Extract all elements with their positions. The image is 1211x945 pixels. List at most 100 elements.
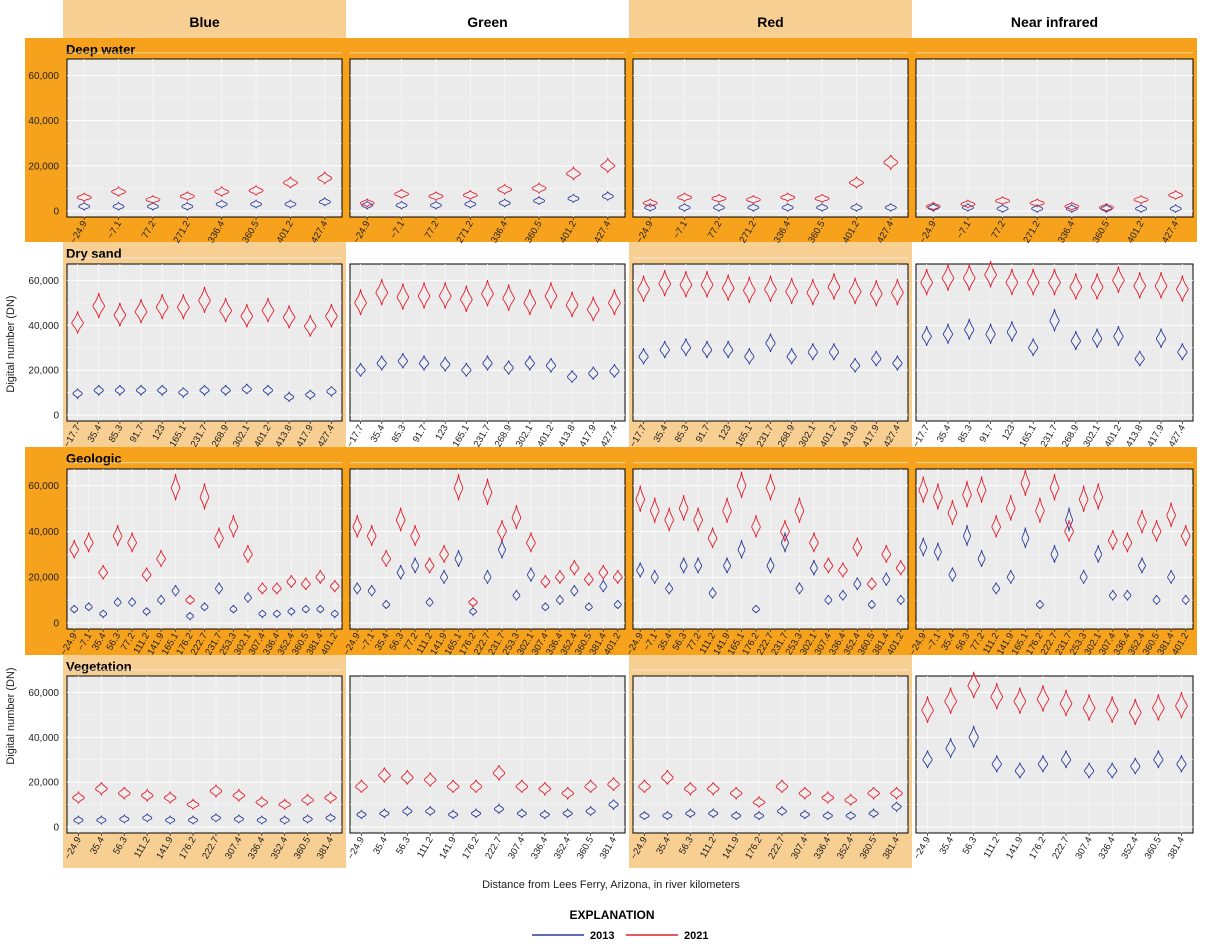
violin-2021 xyxy=(587,296,600,322)
violin-2021 xyxy=(920,268,933,296)
violin-2021 xyxy=(684,782,697,797)
violin-2021 xyxy=(1069,273,1083,300)
violin-2021 xyxy=(261,297,275,323)
violin-2021 xyxy=(848,277,862,305)
violin-2013 xyxy=(233,813,244,825)
violin-2013 xyxy=(448,808,459,820)
violin-2021 xyxy=(794,497,805,524)
violin-2021 xyxy=(891,278,904,306)
violin-2013 xyxy=(541,602,550,612)
panel-vegetation-near-infrared: −24.9 35.4 56.3 111.2 141.9 176.2 222.7 307.4 33… xyxy=(912,669,1194,861)
panel-background xyxy=(632,675,909,834)
violin-2013 xyxy=(650,569,659,584)
violin-2021 xyxy=(240,303,254,328)
violin-2021 xyxy=(1129,698,1142,726)
violin-2013 xyxy=(157,384,168,397)
violin-2013 xyxy=(112,201,125,212)
violin-2013 xyxy=(186,611,194,622)
violin-2013 xyxy=(1079,569,1088,584)
violin-2021 xyxy=(1013,687,1027,715)
violin-2013 xyxy=(945,737,956,759)
violin-2013 xyxy=(1050,544,1059,563)
violin-2021 xyxy=(809,532,819,553)
violin-2013 xyxy=(613,599,622,610)
violin-2021 xyxy=(764,275,777,303)
violin-2013 xyxy=(1006,569,1015,584)
violin-2013 xyxy=(533,195,546,206)
violin-2013 xyxy=(639,810,650,821)
violin-2021 xyxy=(156,549,166,568)
violin-2013 xyxy=(84,602,93,612)
violin-2021 xyxy=(396,283,410,310)
violin-2013 xyxy=(1130,757,1141,775)
violin-2013 xyxy=(781,532,789,553)
violin-2021 xyxy=(635,485,645,513)
violin-2013 xyxy=(440,356,451,372)
violin-2013 xyxy=(187,814,199,826)
violin-2013 xyxy=(845,810,856,821)
violin-2013 xyxy=(795,582,804,595)
violin-2013 xyxy=(701,340,713,359)
violin-2013 xyxy=(555,594,564,605)
violin-2021 xyxy=(555,569,565,584)
x-tick-label: 111.2 xyxy=(415,835,436,860)
violin-2021 xyxy=(359,198,375,208)
violin-2021 xyxy=(658,269,671,297)
violin-2013 xyxy=(93,384,104,397)
violin-2013 xyxy=(503,360,514,375)
violin-2021 xyxy=(1064,201,1080,212)
violin-2021 xyxy=(867,786,880,801)
violin-2021 xyxy=(278,797,291,811)
violin-2013 xyxy=(562,807,573,819)
violin-2013 xyxy=(644,202,657,213)
violin-2021 xyxy=(881,544,892,563)
violin-2013 xyxy=(402,805,413,817)
violin-2013 xyxy=(330,609,339,620)
violin-2021 xyxy=(145,194,161,205)
violin-2013 xyxy=(411,557,420,574)
violin-2021 xyxy=(127,532,137,553)
violin-2013 xyxy=(165,814,176,826)
x-tick-label: 336.4 xyxy=(1096,835,1117,861)
panel-background xyxy=(349,675,626,834)
violin-2013 xyxy=(638,348,649,365)
violin-2021 xyxy=(286,574,297,589)
violin-2013 xyxy=(142,812,153,823)
violin-2021 xyxy=(219,297,232,323)
violin-2013 xyxy=(850,202,863,213)
x-tick-label: 401.2 xyxy=(1103,423,1124,449)
violin-2013 xyxy=(933,542,942,561)
violin-2013 xyxy=(828,343,840,361)
x-tick-label: 427.4 xyxy=(1167,423,1188,449)
violin-2021 xyxy=(255,795,269,809)
violin-2021 xyxy=(608,289,621,316)
violin-2013 xyxy=(1108,589,1117,601)
violin-2013 xyxy=(659,340,670,359)
violin-2021 xyxy=(141,567,152,582)
violin-2021 xyxy=(565,291,579,318)
violin-2013 xyxy=(284,198,297,209)
violin-2013 xyxy=(1049,308,1060,332)
violin-2013 xyxy=(882,572,891,586)
panel-background xyxy=(632,58,909,218)
violin-2013 xyxy=(1060,750,1072,769)
violin-2021 xyxy=(417,282,431,309)
violin-2021 xyxy=(1133,271,1146,299)
y-tick-label: 20,000 xyxy=(28,573,59,584)
x-tick-label: 427.4 xyxy=(599,423,620,449)
x-tick-label: 302.1 xyxy=(514,423,535,449)
violin-2013 xyxy=(680,338,691,357)
violin-2013 xyxy=(1169,203,1182,214)
violin-2013 xyxy=(524,355,535,371)
violin-2021 xyxy=(707,527,718,549)
violin-2013 xyxy=(382,599,391,610)
y-tick-label: 0 xyxy=(53,207,59,218)
violin-2013 xyxy=(992,582,1001,595)
x-tick-label: 165.1 xyxy=(451,423,472,449)
violin-2013 xyxy=(1177,343,1188,361)
legend: EXPLANATION 2013 2021 xyxy=(532,908,708,942)
violin-2021 xyxy=(661,769,674,785)
violin-2021 xyxy=(1049,473,1060,501)
violin-2021 xyxy=(962,480,972,508)
panel-background xyxy=(915,675,1194,834)
